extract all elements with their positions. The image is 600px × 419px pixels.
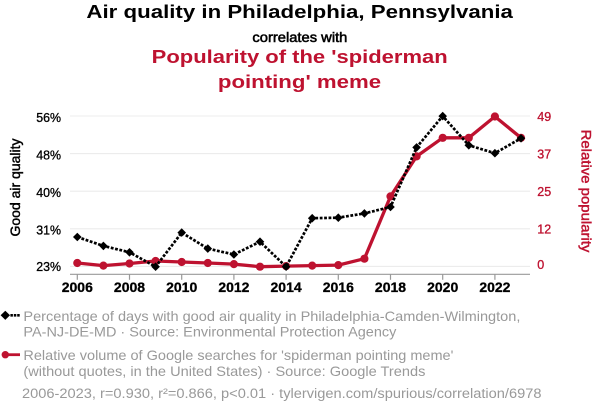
svg-text:pointing' meme: pointing' meme (218, 72, 381, 92)
svg-text:2014: 2014 (271, 279, 302, 295)
svg-text:Relative volume of Google sear: Relative volume of Google searches for '… (23, 347, 453, 363)
svg-text:Percentage of days with good a: Percentage of days with good air quality… (23, 308, 520, 324)
svg-text:Air quality in Philadelphia, P: Air quality in Philadelphia, Pennsylvani… (86, 2, 514, 22)
svg-text:31%: 31% (36, 224, 61, 238)
svg-text:2016: 2016 (323, 279, 354, 295)
svg-text:40%: 40% (36, 186, 61, 200)
svg-text:Relative popularity: Relative popularity (579, 130, 595, 253)
svg-text:0: 0 (537, 258, 544, 272)
svg-text:PA-NJ-DE-MD · Source: Environm: PA-NJ-DE-MD · Source: Environmental Prot… (23, 324, 396, 340)
svg-text:2008: 2008 (114, 279, 145, 295)
svg-text:2006-2023, r=0.930, r²=0.866,: 2006-2023, r=0.930, r²=0.866, p<0.01 · t… (22, 386, 542, 401)
svg-text:37: 37 (537, 148, 551, 162)
svg-text:23%: 23% (36, 260, 61, 274)
svg-text:12: 12 (537, 223, 551, 237)
svg-text:Good air quality: Good air quality (7, 138, 23, 236)
svg-text:Popularity of the 'spiderman: Popularity of the 'spiderman (152, 47, 448, 67)
svg-text:49: 49 (537, 110, 551, 124)
svg-text:correlates with: correlates with (252, 29, 347, 45)
svg-text:2010: 2010 (166, 279, 197, 295)
svg-text:25: 25 (537, 185, 551, 199)
svg-text:2018: 2018 (375, 279, 406, 295)
svg-text:2012: 2012 (218, 279, 249, 295)
svg-text:56%: 56% (36, 111, 61, 125)
svg-text:2020: 2020 (427, 279, 458, 295)
svg-text:2006: 2006 (62, 279, 93, 295)
svg-text:(without quotes, in the United: (without quotes, in the United States) ·… (23, 363, 425, 379)
svg-text:48%: 48% (36, 148, 61, 162)
svg-text:2022: 2022 (479, 279, 510, 295)
